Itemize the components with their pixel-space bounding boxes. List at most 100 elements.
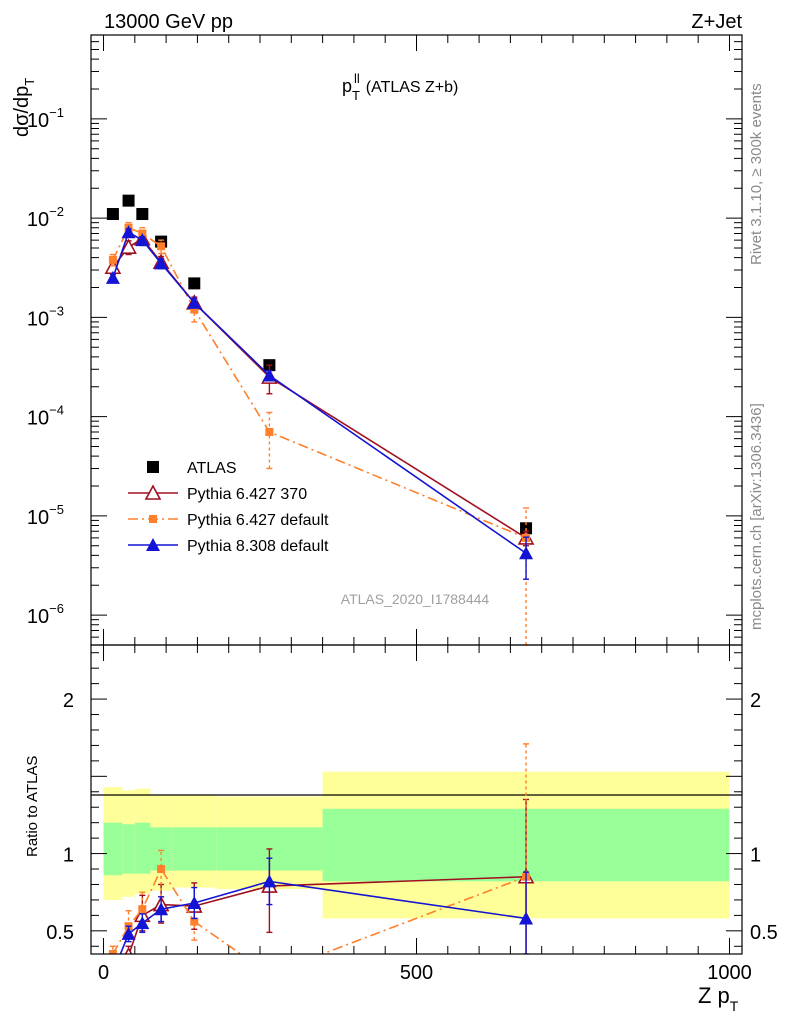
plot-title-rest: (ATLAS Z+b)	[366, 79, 459, 96]
ratio-y-tick-label-left: 2	[63, 690, 74, 712]
legend-marker	[144, 484, 162, 500]
ratio-point	[265, 970, 273, 978]
y-tick-label: 10−2	[27, 204, 64, 231]
ratio-point	[154, 902, 169, 916]
green-band	[134, 822, 151, 874]
y-tick-exp: −6	[49, 601, 64, 616]
ratio-data	[108, 743, 535, 978]
main-ticks	[91, 35, 742, 646]
ratio-point	[124, 946, 133, 954]
x-axis-label-main: Z p	[698, 983, 730, 1008]
ratio-y-tick-label-left: 0.5	[46, 922, 74, 944]
ratio-point	[190, 917, 199, 926]
y-tick-base: 10	[27, 408, 49, 430]
data-point	[262, 368, 277, 382]
plot-title-sup: ll	[354, 71, 360, 86]
series-pythia-6-427-370	[104, 230, 535, 547]
y-tick-base: 10	[27, 507, 49, 529]
y-tick-label: 10−6	[27, 601, 64, 628]
series-pythia-8-308-default	[105, 225, 534, 580]
legend-item: Pythia 6.427 default	[128, 512, 329, 529]
data-point	[105, 270, 120, 284]
analysis-watermark: ATLAS_2020_I1788444	[341, 591, 490, 607]
y-tick-label: 10−4	[27, 403, 64, 430]
legend: ATLAS Pythia 6.427 370 Pythia 6.427 defaul…	[128, 460, 329, 555]
x-tick-label: 0	[98, 962, 109, 984]
data-point	[106, 208, 119, 221]
series-line	[112, 231, 527, 554]
ratio-point	[138, 905, 147, 914]
legend-marker	[147, 461, 159, 473]
x-tick-label: 500	[400, 962, 433, 984]
legend-label: Pythia 6.427 370	[187, 486, 307, 503]
data-point	[135, 233, 150, 247]
legend-item: Pythia 8.308 default	[128, 538, 329, 555]
legend-label: Pythia 8.308 default	[187, 538, 329, 555]
legend-marker	[149, 515, 157, 523]
ratio-series-pythia-8-308-default	[119, 857, 534, 954]
plot-title: pTll (ATLAS Z+b)	[342, 71, 458, 103]
ratio-uncertainty-bands	[103, 771, 730, 919]
data-point	[120, 238, 137, 254]
legend-item: ATLAS	[147, 460, 237, 477]
ratio-point	[187, 896, 202, 910]
ratio-y-tick-label-left: 1	[63, 845, 74, 867]
plot-title-main: p	[342, 76, 352, 96]
data-point	[519, 546, 534, 560]
main-ylabel-sub: T	[22, 78, 37, 86]
main-ylabel-main: dσ/dp	[11, 86, 33, 137]
ratio-point	[135, 916, 150, 930]
legend-item: Pythia 6.427 370	[128, 484, 307, 503]
y-tick-exp: −4	[49, 403, 64, 418]
series-pythia-6-427-default	[108, 221, 531, 646]
y-tick-base: 10	[27, 209, 49, 231]
legend-label: Pythia 6.427 default	[187, 512, 329, 529]
green-band	[122, 824, 135, 874]
main-data	[104, 194, 535, 646]
ratio-point	[519, 911, 534, 925]
green-band	[150, 827, 173, 871]
header-left: 13000 GeV pp	[104, 11, 233, 33]
y-tick-base: 10	[27, 606, 49, 628]
y-tick-exp: −2	[49, 204, 64, 219]
y-tick-exp: −1	[49, 105, 64, 120]
main-panel: 10−610−510−410−310−210−1 pTll(ATLAS Z+b)…	[11, 34, 743, 646]
y-tick-exp: −5	[49, 502, 64, 517]
x-axis-label-sub: T	[730, 998, 739, 1014]
y-tick-label: 10−3	[27, 303, 64, 330]
plot-title-sub: T	[352, 88, 360, 103]
data-point	[136, 208, 149, 221]
x-axis-label: Z pT	[698, 983, 739, 1014]
y-tick-base: 10	[27, 110, 49, 132]
y-tick-label: 10−1	[27, 105, 64, 132]
ratio-point	[157, 865, 166, 874]
data-point	[188, 277, 201, 290]
legend-marker	[146, 538, 160, 551]
data-point	[121, 225, 136, 239]
ratio-point	[262, 874, 277, 888]
ratio-point	[108, 950, 117, 954]
data-point	[187, 295, 202, 309]
y-tick-exp: −3	[49, 303, 64, 318]
series-atlas	[106, 194, 533, 535]
ratio-y-tick-label-right: 2	[750, 690, 761, 712]
y-tick-label: 10−5	[27, 502, 64, 529]
x-tick-label: 1000	[707, 962, 752, 984]
ratio-panel: 0.5 0.5 1 1 2 2 0 500 1000 Ratio to ATLAS Z pT	[24, 644, 778, 1014]
mcplots-label: mcplots.cern.ch [arXiv:1306.3436]	[748, 403, 765, 630]
series-line	[112, 226, 527, 539]
ratio-tick-labels: 0.5 0.5 1 1 2 2 0 500 1000	[46, 690, 778, 984]
ratio-point	[121, 926, 136, 940]
data-point	[157, 242, 166, 251]
green-band	[172, 827, 217, 871]
data-point	[190, 305, 199, 314]
ratio-y-tick-label-right: 1	[750, 845, 761, 867]
ratio-ylabel: Ratio to ATLAS	[24, 756, 41, 857]
data-point	[108, 255, 117, 264]
ratio-y-tick-label-right: 0.5	[750, 922, 778, 944]
ratio-ticks	[91, 645, 742, 954]
header-right: Z+Jet	[691, 11, 742, 33]
main-y-tick-labels: 10−610−510−410−310−210−1	[27, 105, 64, 628]
green-band	[103, 822, 123, 876]
main-ylabel: dσ/dpT	[11, 78, 37, 137]
